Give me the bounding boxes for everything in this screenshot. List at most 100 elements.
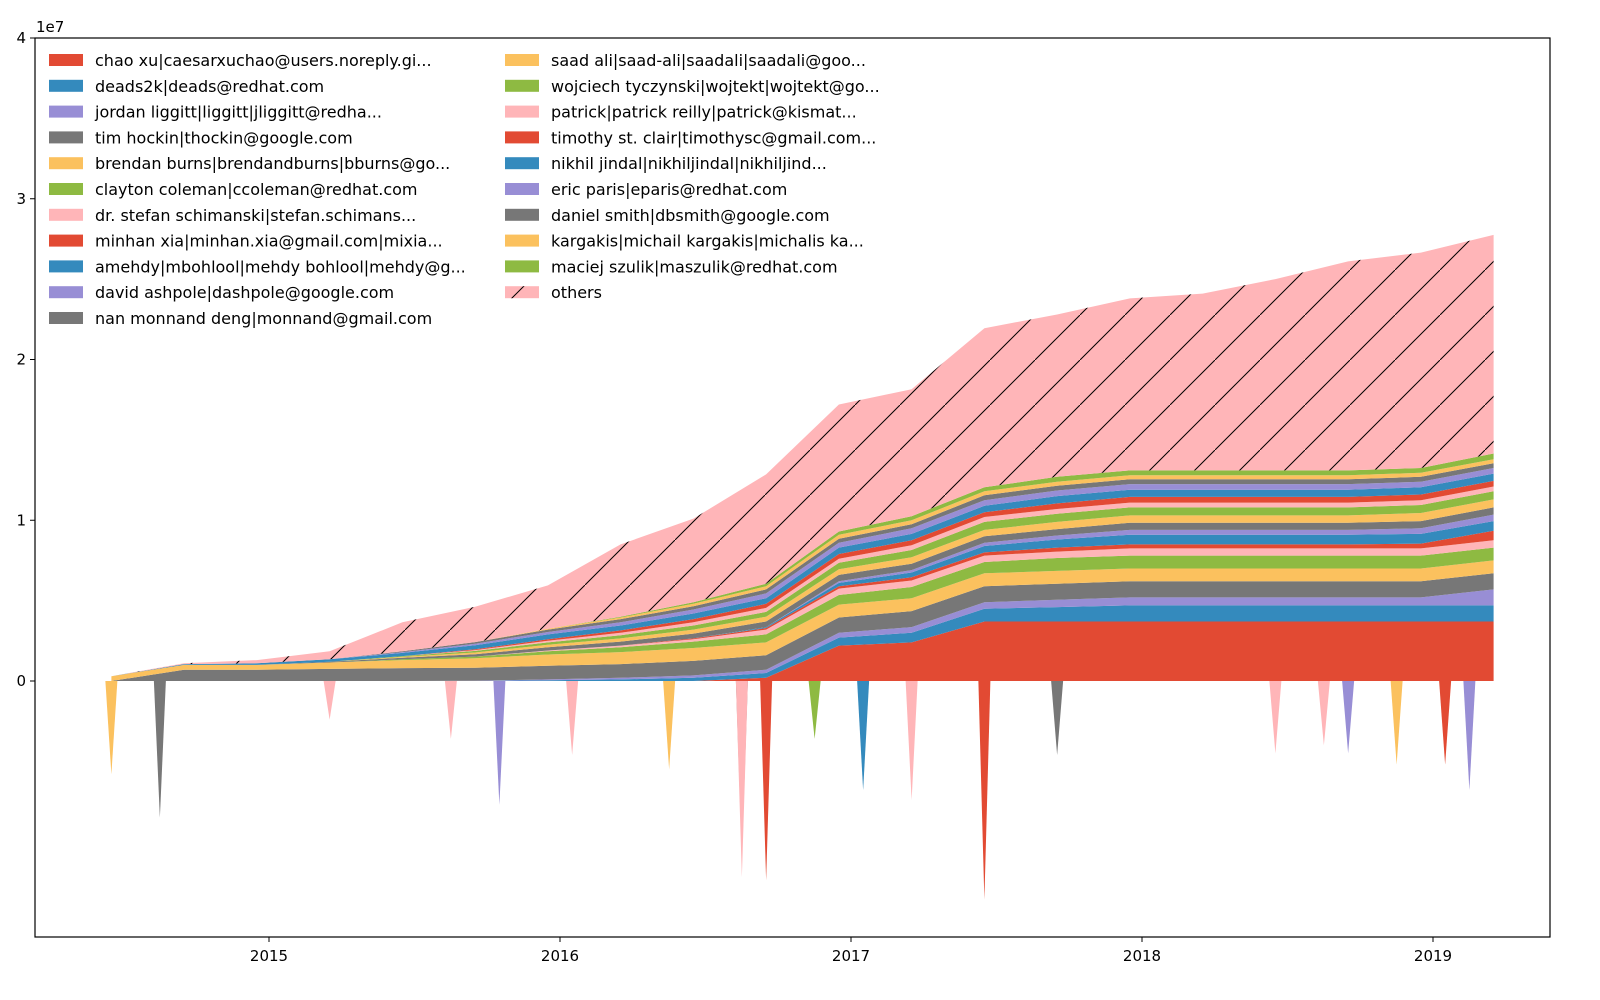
legend-swatch [49, 131, 83, 144]
legend-item: timothy st. clair|timothysc@gmail.com... [505, 128, 876, 147]
legend-swatch [505, 131, 539, 144]
y-tick-label: 1 [16, 511, 26, 529]
negative-spike-17 [1342, 681, 1355, 754]
legend-label: nikhil jindal|nikhiljindal|nikhiljind... [551, 154, 827, 173]
legend-item: patrick|patrick reilly|patrick@kismat... [505, 103, 857, 122]
x-tick-label: 2015 [250, 947, 288, 965]
legend-item: clayton coleman|ccoleman@redhat.com [49, 180, 418, 199]
legend-item: chao xu|caesarxuchao@users.noreply.gi... [49, 51, 432, 70]
area-14 [111, 480, 1494, 677]
area-13 [111, 486, 1494, 677]
legend-swatch [49, 234, 83, 247]
legend-item: daniel smith|dbsmith@google.com [505, 206, 830, 225]
x-tick-label: 2016 [541, 947, 579, 965]
area-16 [111, 468, 1494, 677]
legend-label: amehdy|mbohlool|mehdy bohlool|mehdy@g... [95, 257, 466, 276]
legend-swatch [505, 183, 539, 195]
area-8 [111, 521, 1494, 677]
negative-spike-6 [663, 681, 676, 770]
legend-swatch [505, 260, 539, 273]
legend-swatch [505, 157, 539, 170]
negative-spike-4 [493, 681, 506, 805]
area-15 [111, 473, 1494, 677]
negative-spike-12 [905, 681, 918, 800]
plot-frame [34, 37, 1551, 938]
legend-swatch [505, 54, 539, 66]
legend-label: daniel smith|dbsmith@google.com [551, 206, 830, 225]
legend-label: others [551, 283, 602, 302]
legend-label: jordan liggitt|liggitt|jliggitt@redha... [94, 103, 382, 122]
legend-item: david ashpole|dashpole@google.com [49, 283, 394, 302]
legend-item: brendan burns|brendandburns|bburns@go... [49, 154, 450, 173]
legend-label: dr. stefan schimanski|stefan.schimans... [95, 206, 416, 225]
legend-item: nikhil jindal|nikhiljindal|nikhiljind... [505, 154, 827, 173]
y-multiplier-label: 1e7 [36, 18, 64, 36]
legend-swatch [49, 260, 83, 273]
legend-swatch [49, 79, 83, 92]
area-5 [111, 547, 1494, 677]
legend-item: maciej szulik|maszulik@redhat.com [505, 257, 838, 276]
legend-item: saad ali|saad-ali|saadali|saadali@goo... [505, 51, 866, 70]
legend-item: amehdy|mbohlool|mehdy bohlool|mehdy@g... [49, 257, 466, 276]
legend-label: minhan xia|minhan.xia@gmail.com|mixia... [95, 232, 443, 251]
negative-spike-10 [808, 681, 821, 739]
legend-label: timothy st. clair|timothysc@gmail.com... [551, 128, 876, 147]
x-axis: 2015 2016 2017 2018 2019 [250, 937, 1452, 965]
x-tick-label: 2019 [1414, 947, 1452, 965]
legend: chao xu|caesarxuchao@users.noreply.gi...… [49, 51, 880, 328]
legend-label: tim hockin|thockin@google.com [95, 128, 353, 147]
x-tick-label: 2017 [832, 947, 870, 965]
area-12 [111, 491, 1494, 677]
x-tick-label: 2018 [1123, 947, 1161, 965]
area-9 [111, 514, 1494, 677]
legend-label: nan monnand deng|monnand@gmail.com [95, 309, 432, 328]
legend-swatch [505, 105, 539, 118]
y-tick-label: 0 [16, 672, 26, 690]
negative-spike-18 [1390, 681, 1403, 765]
legend-swatch [505, 208, 539, 221]
negative-spike-5 [566, 681, 579, 755]
y-axis: 0 1 2 3 4 [16, 29, 35, 690]
legend-swatch [49, 157, 83, 170]
legend-label: saad ali|saad-ali|saadali|saadali@goo... [551, 51, 866, 70]
legend-label: brendan burns|brendandburns|bburns@go... [95, 154, 450, 173]
legend-label: patrick|patrick reilly|patrick@kismat... [551, 103, 857, 122]
negative-spike-0 [105, 681, 118, 775]
legend-label: eric paris|eparis@redhat.com [551, 180, 787, 199]
legend-item: jordan liggitt|liggitt|jliggitt@redha... [49, 103, 382, 122]
legend-item: eric paris|eparis@redhat.com [505, 180, 787, 199]
legend-label: maciej szulik|maszulik@redhat.com [551, 257, 838, 276]
plot-areas [105, 234, 1494, 900]
legend-swatch [49, 183, 83, 195]
negative-spike-8 [735, 681, 748, 878]
legend-item: nan monnand deng|monnand@gmail.com [49, 309, 432, 328]
y-tick-label: 4 [16, 29, 26, 47]
negative-spike-15 [1269, 681, 1282, 754]
legend-label: clayton coleman|ccoleman@redhat.com [95, 180, 418, 199]
legend-label: david ashpole|dashpole@google.com [95, 283, 394, 302]
legend-hatch [505, 286, 539, 299]
legend-swatch [505, 234, 539, 247]
negative-spike-2 [323, 681, 336, 720]
area-7 [111, 530, 1494, 677]
negative-spike-14 [1051, 681, 1064, 755]
legend-swatch [49, 286, 83, 299]
legend-item: deads2k|deads@redhat.com [49, 77, 324, 96]
area-10 [111, 507, 1494, 677]
area-0 [111, 621, 1494, 681]
legend-label: chao xu|caesarxuchao@users.noreply.gi... [95, 51, 432, 70]
legend-item: kargakis|michail kargakis|michalis ka... [505, 232, 864, 251]
negative-spike-3 [444, 681, 457, 739]
legend-item: minhan xia|minhan.xia@gmail.com|mixia... [49, 232, 443, 251]
negative-spike-19 [1439, 681, 1452, 765]
legend-item: wojciech tyczynski|wojtekt|wojtekt@go... [505, 77, 880, 96]
negative-spike-1 [153, 681, 166, 818]
legend-item: dr. stefan schimanski|stefan.schimans... [49, 206, 416, 225]
area-2 [111, 589, 1494, 681]
legend-item: tim hockin|thockin@google.com [49, 128, 353, 147]
negative-spike-9 [760, 681, 773, 881]
legend-swatch [49, 54, 83, 66]
legend-swatch [505, 79, 539, 92]
negative-spike-13 [978, 681, 991, 900]
